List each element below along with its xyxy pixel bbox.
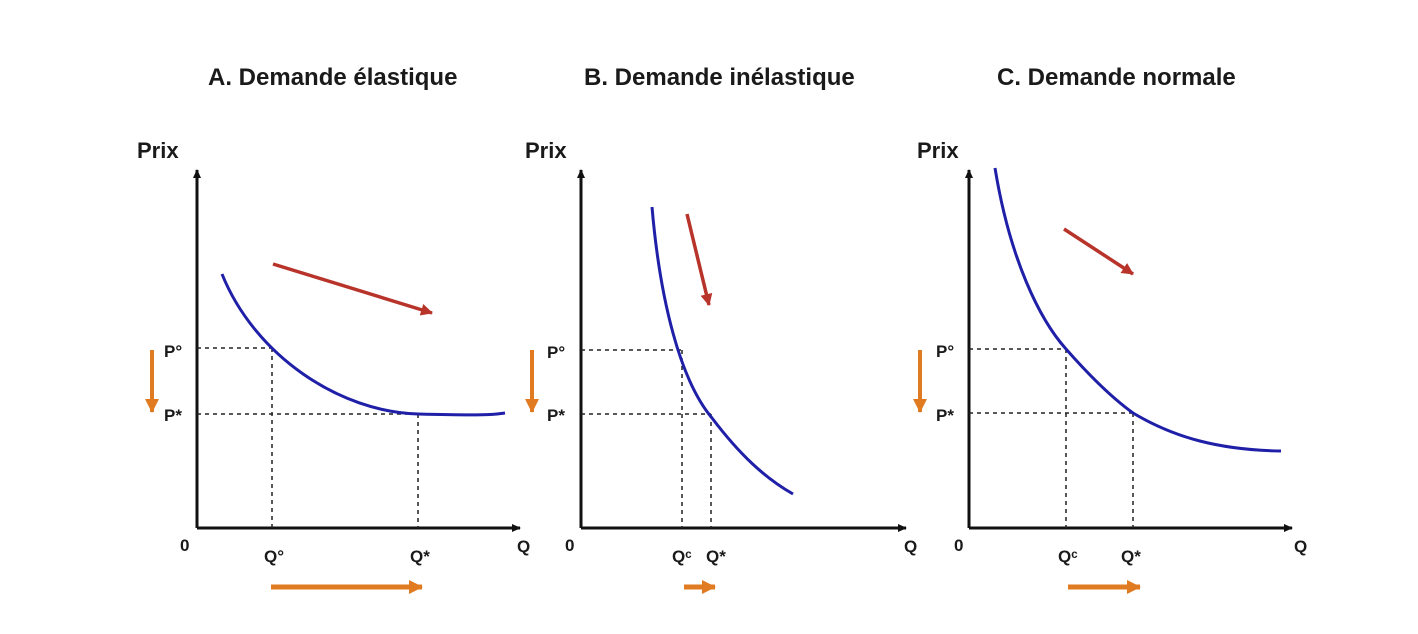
origin-label: 0 — [180, 536, 189, 555]
chart-title: B. Demande inélastique — [584, 64, 855, 91]
x-axis-label: Q — [517, 537, 530, 556]
y-tick-p0: P° — [936, 342, 954, 361]
chart-title: C. Demande normale — [997, 64, 1236, 91]
trend-arrow — [685, 213, 713, 306]
demand-curve — [650, 206, 794, 496]
panel-normal-demand: C. Demande normale Prix P° P* 0 Qᶜ Q* Q — [913, 64, 1307, 594]
origin-label: 0 — [954, 536, 963, 555]
origin-label: 0 — [565, 536, 574, 555]
y-axis-label: Prix — [917, 138, 959, 163]
x-axis-label: Q — [1294, 537, 1307, 556]
x-tick-q-star: Q* — [706, 547, 726, 566]
y-tick-p-star: P* — [547, 406, 565, 425]
demand-curve — [220, 273, 506, 417]
panel-inelastic-demand: B. Demande inélastique Prix P° P* 0 Qᶜ Q… — [525, 64, 917, 594]
y-tick-p0: P° — [164, 342, 182, 361]
y-axis-label: Prix — [137, 138, 179, 163]
y-tick-p-star: P* — [936, 406, 954, 425]
x-tick-q-star: Q* — [1121, 547, 1141, 566]
x-axis-label: Q — [904, 537, 917, 556]
panel-elastic-demand: A. Demande élastique Prix P° P* 0 Q° Q* … — [137, 64, 530, 594]
trend-arrow — [1063, 227, 1134, 276]
x-tick-q0: Q° — [264, 547, 284, 566]
y-tick-p-star: P* — [164, 406, 182, 425]
demand-curve — [993, 167, 1282, 453]
x-tick-q-star: Q* — [410, 547, 430, 566]
y-axis-label: Prix — [525, 138, 567, 163]
y-tick-p0: P° — [547, 343, 565, 362]
x-tick-qc: Qᶜ — [1058, 547, 1078, 566]
trend-arrow — [272, 262, 433, 316]
x-tick-qc: Qᶜ — [672, 547, 692, 566]
chart-title: A. Demande élastique — [208, 64, 457, 91]
